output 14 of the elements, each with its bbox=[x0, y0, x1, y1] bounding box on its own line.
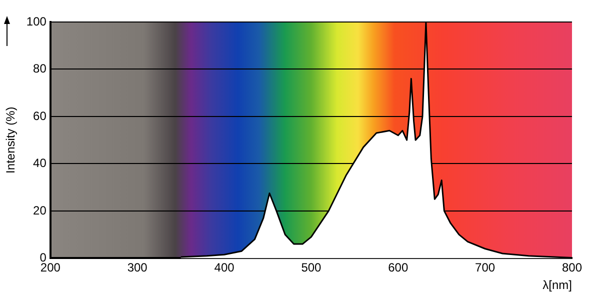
x-tick-label: 400 bbox=[214, 260, 235, 275]
y-tick-label: 60 bbox=[33, 108, 47, 123]
y-axis-title: Intensity (%) bbox=[4, 106, 18, 174]
x-tick-label: 200 bbox=[40, 260, 61, 275]
x-tick-label: 700 bbox=[475, 260, 496, 275]
y-tick-label: 40 bbox=[33, 156, 47, 170]
x-tick-label: 600 bbox=[388, 260, 408, 275]
x-axis-title: λ[nm] bbox=[542, 278, 572, 292]
x-tick-label: 500 bbox=[301, 260, 322, 275]
y-tick-label: 100 bbox=[26, 14, 47, 28]
y-tick-label: 80 bbox=[33, 62, 47, 76]
y-tick-label: 20 bbox=[33, 203, 47, 218]
x-tick-label: 300 bbox=[127, 260, 148, 275]
x-tick-label: 800 bbox=[562, 260, 582, 275]
